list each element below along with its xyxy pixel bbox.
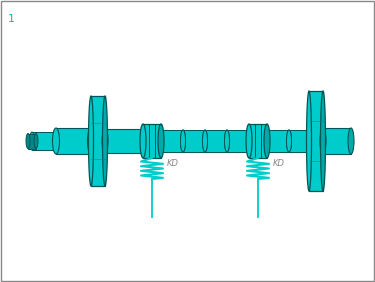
Bar: [205, 130, 227, 152]
Ellipse shape: [286, 130, 291, 152]
Bar: [143, 124, 161, 158]
Ellipse shape: [202, 130, 207, 152]
Bar: [289, 130, 309, 152]
Bar: [56, 128, 91, 154]
Bar: [183, 130, 205, 152]
Bar: [309, 91, 323, 191]
Text: KD: KD: [167, 160, 179, 169]
Ellipse shape: [88, 96, 93, 186]
Ellipse shape: [286, 130, 291, 152]
Ellipse shape: [348, 128, 354, 154]
Ellipse shape: [144, 129, 150, 153]
Bar: [105, 129, 147, 153]
Text: 1: 1: [8, 14, 15, 24]
Ellipse shape: [180, 130, 186, 152]
Bar: [323, 128, 351, 154]
Text: KD: KD: [273, 160, 285, 169]
Ellipse shape: [306, 130, 312, 152]
Ellipse shape: [225, 130, 230, 152]
Ellipse shape: [34, 133, 38, 149]
Ellipse shape: [87, 128, 94, 154]
Ellipse shape: [321, 91, 326, 191]
Ellipse shape: [140, 124, 146, 158]
Bar: [161, 130, 183, 152]
Bar: [28, 133, 36, 149]
Ellipse shape: [264, 130, 270, 152]
Ellipse shape: [54, 132, 58, 150]
Bar: [267, 130, 289, 152]
Bar: [249, 124, 267, 158]
Ellipse shape: [264, 124, 270, 158]
Ellipse shape: [53, 130, 57, 152]
Bar: [55, 130, 330, 152]
Ellipse shape: [102, 129, 108, 153]
Ellipse shape: [225, 130, 230, 152]
Bar: [91, 96, 105, 186]
Bar: [32, 132, 56, 150]
Ellipse shape: [30, 132, 34, 150]
Ellipse shape: [320, 128, 326, 154]
Ellipse shape: [306, 91, 312, 191]
Bar: [227, 130, 249, 152]
Ellipse shape: [102, 96, 108, 186]
Ellipse shape: [180, 130, 186, 152]
Ellipse shape: [327, 130, 333, 152]
Ellipse shape: [246, 130, 252, 152]
Ellipse shape: [246, 124, 252, 158]
Ellipse shape: [53, 128, 60, 154]
Ellipse shape: [202, 130, 207, 152]
Ellipse shape: [159, 130, 164, 152]
Ellipse shape: [158, 124, 164, 158]
Ellipse shape: [26, 133, 30, 149]
